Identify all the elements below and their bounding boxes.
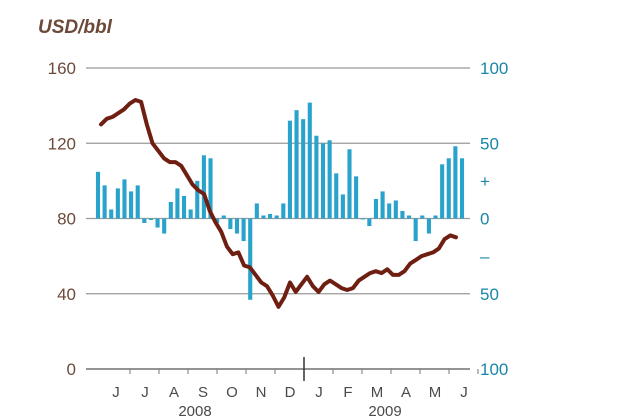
price-line	[99, 98, 458, 309]
bar	[122, 179, 127, 219]
bar	[142, 218, 147, 224]
bar	[234, 218, 240, 234]
bar	[354, 176, 359, 219]
bar	[340, 194, 345, 219]
month-tick-label: J	[460, 384, 468, 401]
bar	[195, 180, 200, 219]
bar	[301, 119, 306, 219]
bar	[241, 218, 246, 242]
bar	[129, 191, 134, 219]
bar	[387, 203, 392, 219]
bar	[248, 218, 253, 300]
left-tick-label: 40	[57, 285, 76, 304]
bar	[175, 188, 180, 219]
month-tick-label: S	[198, 384, 208, 401]
bar	[294, 110, 299, 219]
bar	[254, 203, 259, 219]
bar	[215, 218, 220, 224]
bar	[453, 146, 458, 219]
bar	[115, 188, 120, 219]
bar	[314, 135, 319, 219]
bar	[181, 195, 187, 219]
right-tick-label: –	[480, 247, 490, 266]
bar	[228, 218, 233, 230]
line-series	[99, 98, 458, 309]
month-tick-label: O	[226, 384, 238, 401]
left-tick-label: 160	[48, 59, 76, 78]
month-tick-label: M	[429, 384, 442, 401]
bar	[334, 173, 339, 219]
bar	[261, 215, 266, 219]
bar	[360, 218, 365, 220]
right-tick-label: 50	[480, 285, 499, 304]
bar	[155, 218, 160, 228]
left-tick-label: 80	[57, 210, 76, 229]
bar-series	[95, 102, 465, 300]
bar	[380, 191, 385, 219]
bar	[307, 102, 312, 219]
month-tick-label: F	[343, 384, 352, 401]
bar	[208, 158, 213, 219]
bar	[188, 209, 193, 219]
bar	[148, 218, 153, 221]
bar	[135, 185, 140, 219]
bar	[413, 218, 418, 242]
bar	[221, 215, 226, 219]
bar	[201, 155, 206, 219]
bar	[420, 215, 425, 219]
bar	[407, 215, 412, 219]
left-tick-label: 120	[48, 134, 76, 153]
bar	[274, 215, 279, 219]
bar	[433, 215, 438, 219]
bar	[268, 213, 273, 219]
bar	[109, 209, 114, 219]
right-tick-label: 0	[480, 210, 489, 229]
bar	[102, 185, 107, 219]
bar	[281, 203, 286, 219]
month-tick-label: A	[401, 384, 411, 401]
month-tick-label: J	[141, 384, 149, 401]
right-tick-label: 50	[480, 134, 499, 153]
bar	[426, 218, 431, 234]
bar	[162, 218, 167, 234]
bar	[95, 171, 101, 219]
bar	[327, 140, 332, 219]
month-tick-label: J	[315, 384, 323, 401]
bar	[373, 198, 379, 219]
month-tick-label: A	[169, 384, 179, 401]
bar	[459, 158, 465, 219]
right-tick-label: +	[480, 172, 490, 191]
bar	[168, 201, 173, 219]
month-tick-label: D	[285, 384, 296, 401]
axes	[86, 357, 479, 381]
month-tick-label: N	[256, 384, 267, 401]
bar	[347, 149, 352, 219]
year-label: 2009	[368, 403, 401, 420]
bar	[446, 158, 451, 219]
bar	[320, 143, 326, 219]
bar	[440, 164, 445, 219]
month-tick-label: M	[371, 384, 384, 401]
right-tick-label: 100	[480, 360, 508, 379]
right-tick-label: 100	[480, 59, 508, 78]
left-tick-label: 0	[67, 360, 76, 379]
year-label: 2008	[178, 403, 211, 420]
bar	[393, 200, 398, 219]
left-axis-unit-label: USD/bbl	[38, 17, 113, 38]
bar	[367, 218, 372, 227]
bar	[287, 120, 292, 219]
month-tick-label: J	[112, 384, 120, 401]
bar	[400, 210, 405, 219]
